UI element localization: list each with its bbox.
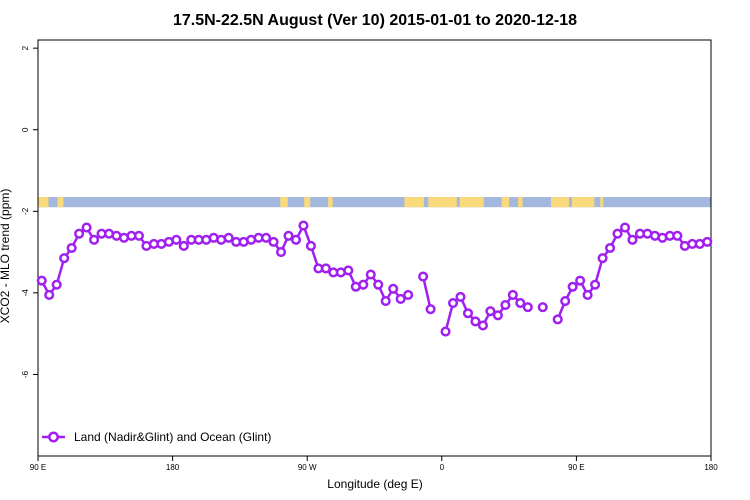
y-tick-label: 2 (21, 45, 30, 50)
data-point (81, 222, 92, 233)
y-axis-label: XCO2 - MLO trend (ppm) (0, 189, 12, 324)
x-tick-label: 180 (166, 463, 180, 472)
legend-label: Land (Nadir&Glint) and Ocean (Glint) (74, 430, 271, 444)
land-patch (428, 197, 457, 208)
data-point (605, 242, 616, 254)
data-point (470, 316, 481, 327)
land-patch (501, 197, 510, 208)
x-axis: 90 E 180 90 W 0 90 E 180 (30, 456, 718, 472)
legend: Land (Nadir&Glint) and Ocean (Glint) (42, 430, 271, 444)
ocean-band (38, 197, 711, 208)
data-point (223, 232, 234, 243)
data-point (305, 240, 316, 252)
y-tick-label: -4 (21, 289, 30, 297)
data-point (672, 230, 683, 241)
x-tick-label: 90 E (30, 463, 46, 472)
x-tick-label: 180 (704, 463, 718, 472)
land-patch (518, 197, 523, 208)
data-point (462, 308, 474, 319)
land-patch (38, 197, 49, 208)
data-point (320, 263, 331, 274)
land-patch (404, 197, 424, 208)
land-patch (459, 197, 484, 208)
data-point (343, 265, 354, 276)
data-point (560, 295, 571, 307)
land-patch (57, 197, 64, 208)
data-point (275, 247, 287, 258)
data-point (395, 293, 406, 305)
land-ocean-strip (38, 197, 711, 208)
y-tick-label: 0 (21, 127, 30, 132)
data-point (455, 291, 466, 302)
data-point (627, 234, 638, 245)
data-point (507, 289, 518, 300)
x-axis-label: Longitude (deg E) (327, 477, 422, 491)
chart-title: 17.5N-22.5N August (Ver 10) 2015-01-01 t… (173, 12, 577, 29)
data-point (36, 275, 47, 286)
data-point (178, 240, 189, 252)
land-patch (600, 197, 604, 208)
data-point (59, 253, 70, 264)
data-point (261, 232, 272, 243)
data-point (133, 230, 144, 241)
data-point (567, 281, 578, 292)
data-point (477, 320, 488, 331)
data-point (373, 279, 384, 290)
data-point (447, 298, 459, 309)
data-point (552, 314, 563, 325)
data-point (515, 298, 526, 309)
data-point (290, 234, 302, 245)
series-points (36, 220, 713, 337)
data-point (380, 295, 391, 307)
data-point (66, 242, 77, 254)
data-point (268, 236, 279, 247)
data-point (612, 228, 623, 239)
data-point (74, 228, 85, 239)
data-point (51, 279, 62, 290)
data-point (425, 304, 436, 315)
legend-marker-swatch (48, 431, 59, 443)
y-tick-label: -2 (21, 207, 30, 215)
data-point (597, 253, 608, 264)
data-point (575, 275, 586, 286)
data-point (440, 326, 451, 337)
data-point (522, 302, 533, 313)
land-patch (280, 197, 288, 208)
y-tick-label: -6 (21, 370, 30, 378)
data-point (365, 269, 376, 280)
data-point (590, 279, 601, 290)
land-patches (38, 197, 604, 208)
land-patch (550, 197, 569, 208)
plot-frame (37, 39, 712, 457)
data-point (89, 234, 100, 245)
data-point (485, 306, 496, 317)
data-point (492, 310, 503, 321)
series-lines (40, 224, 708, 332)
land-patch (328, 197, 333, 208)
data-point (44, 289, 55, 300)
data-point (537, 302, 548, 313)
data-point (582, 289, 593, 300)
data-point (403, 289, 414, 300)
data-point (500, 300, 511, 311)
data-point (283, 230, 294, 241)
data-point (358, 279, 369, 290)
x-tick-label: 90 E (568, 463, 584, 472)
data-point (619, 222, 631, 233)
x-tick-label: 0 (440, 463, 445, 472)
data-point (418, 271, 429, 282)
data-point (702, 236, 713, 247)
data-point (171, 234, 182, 245)
y-axis: 2 0 -2 -4 -6 (21, 45, 38, 378)
data-point (388, 283, 399, 294)
series-line (421, 276, 432, 310)
x-tick-label: 90 W (298, 463, 317, 472)
land-patch (304, 197, 311, 208)
land-patch (571, 197, 595, 208)
data-point (298, 220, 309, 231)
